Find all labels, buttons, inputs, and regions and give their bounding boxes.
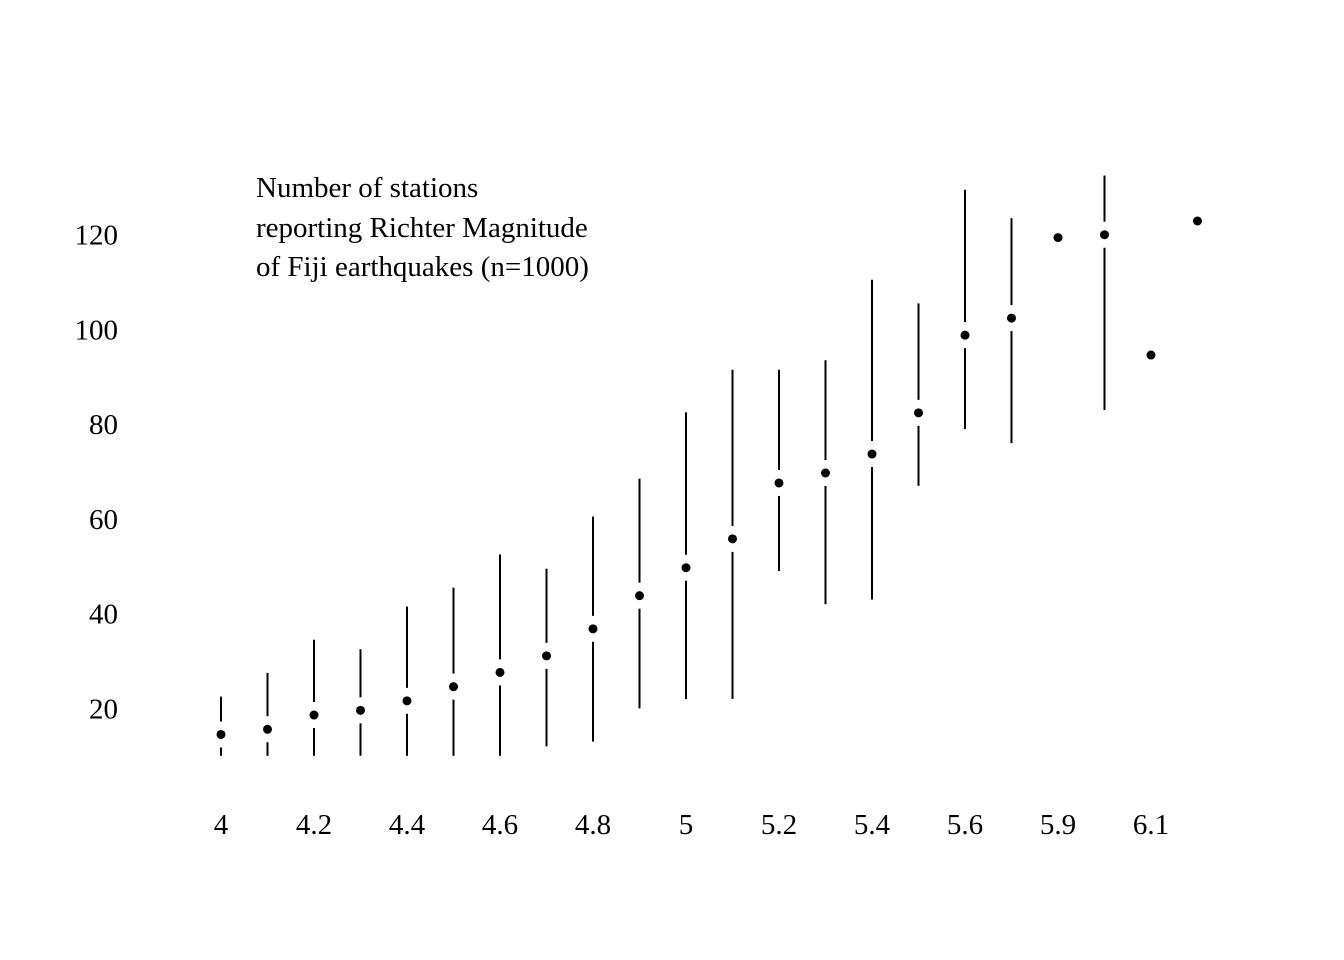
x-tick-label: 4.8 bbox=[575, 809, 611, 841]
annotation-line-2: reporting Richter Magnitude bbox=[256, 212, 588, 244]
data-point bbox=[216, 729, 226, 739]
data-point bbox=[1053, 233, 1063, 243]
data-point bbox=[1146, 350, 1156, 360]
x-tick-label: 5 bbox=[679, 809, 694, 841]
x-tick-label: 4.2 bbox=[296, 809, 332, 841]
y-tick-label: 20 bbox=[89, 693, 118, 725]
x-tick-label: 5.4 bbox=[854, 809, 891, 841]
x-tick-label: 5.6 bbox=[947, 809, 983, 841]
x-tick-labels: 4 4.2 4.4 4.6 4.8 5 5.2 5.4 5.6 5.9 6.1 bbox=[214, 809, 1169, 841]
data-point bbox=[1007, 313, 1016, 323]
y-tick-label: 60 bbox=[89, 504, 118, 536]
annotation-line-3: of Fiji earthquakes (n=1000) bbox=[256, 251, 589, 283]
data-point bbox=[1193, 216, 1202, 226]
x-tick-label: 4.4 bbox=[389, 809, 426, 841]
data-point bbox=[1100, 230, 1109, 240]
y-tick-labels: 20 40 60 80 100 120 bbox=[75, 220, 119, 726]
x-tick-label: 4.6 bbox=[482, 809, 518, 841]
y-tick-label: 100 bbox=[75, 314, 119, 346]
data-point bbox=[960, 330, 970, 340]
x-tick-label: 4 bbox=[214, 809, 229, 841]
data-point bbox=[774, 478, 784, 488]
data-point bbox=[356, 705, 365, 715]
data-point bbox=[542, 651, 551, 661]
y-tick-label: 80 bbox=[89, 409, 118, 441]
data-point bbox=[495, 667, 505, 677]
y-tick-label: 40 bbox=[89, 599, 118, 631]
chart-annotation: Number of stations reporting Richter Mag… bbox=[256, 172, 589, 283]
x-tick-label: 5.2 bbox=[761, 809, 797, 841]
x-tick-label: 6.1 bbox=[1133, 809, 1169, 841]
data-point bbox=[728, 534, 737, 544]
data-marks bbox=[216, 175, 1202, 756]
data-point bbox=[867, 449, 877, 459]
annotation-line-1: Number of stations bbox=[256, 172, 478, 204]
y-tick-label: 120 bbox=[75, 220, 119, 252]
data-point bbox=[449, 682, 458, 692]
data-point bbox=[588, 624, 598, 634]
data-point bbox=[402, 696, 412, 706]
data-point bbox=[263, 724, 272, 734]
data-point bbox=[821, 468, 830, 478]
data-point bbox=[681, 563, 691, 573]
data-point bbox=[914, 408, 923, 418]
x-tick-label: 5.9 bbox=[1040, 809, 1076, 841]
data-point bbox=[635, 591, 644, 601]
data-point bbox=[309, 710, 319, 720]
